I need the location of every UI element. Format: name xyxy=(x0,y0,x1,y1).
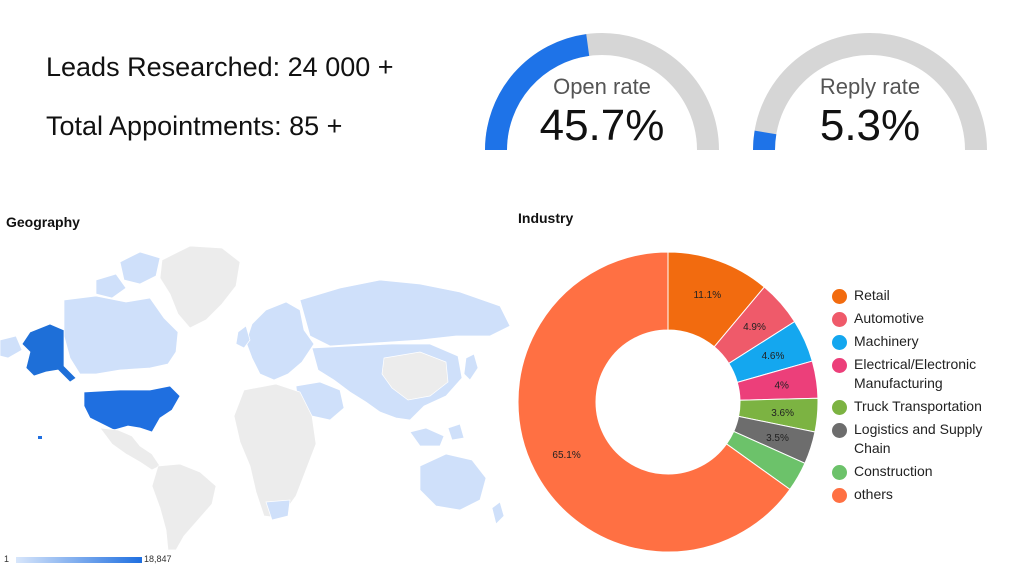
legend-label: Automotive xyxy=(854,310,925,326)
legend-swatch xyxy=(832,289,847,304)
legend-item: Construction xyxy=(832,462,1022,481)
open-rate-gauge: Open rate 45.7% xyxy=(484,28,724,152)
legend-swatch xyxy=(832,312,847,327)
map-color-scale: 1 18,847 xyxy=(4,552,204,570)
reply-rate-gauge-track xyxy=(753,33,987,151)
map-region-south-africa xyxy=(265,499,291,521)
legend-item: Automotive xyxy=(832,309,1022,328)
open-rate-label: Open rate xyxy=(553,74,651,99)
legend-item: others xyxy=(832,485,1022,504)
legend-item: Machinery xyxy=(832,332,1022,351)
donut-label-logistics-and-supply-chain: 3.5% xyxy=(766,433,789,444)
donut-slice-others xyxy=(517,251,791,553)
map-region-china xyxy=(381,351,449,401)
open-rate-value: 45.7% xyxy=(540,101,665,150)
leads-researched-stat: Leads Researched: 24 000 + xyxy=(46,52,394,82)
legend-item: Retail xyxy=(832,286,1022,305)
legend-label: Truck Transportation xyxy=(854,398,982,414)
scale-gradient-bar xyxy=(16,557,142,563)
reply-rate-value: 5.3% xyxy=(820,101,920,150)
map-region-africa xyxy=(233,383,317,519)
industry-legend: Retail Automotive Machinery Electrical/Elec… xyxy=(832,286,1022,508)
world-map xyxy=(0,245,511,550)
legend-label: Construction xyxy=(854,463,933,479)
map-region-europe xyxy=(245,301,315,381)
map-region-mexico xyxy=(99,427,161,471)
map-region-se-asia xyxy=(409,423,465,447)
legend-swatch xyxy=(832,335,847,350)
open-rate-gauge-fill xyxy=(485,34,590,151)
reply-rate-label: Reply rate xyxy=(820,74,920,99)
scale-min-label: 1 xyxy=(4,554,10,564)
map-region-canada xyxy=(63,295,179,375)
donut-label-retail: 11.1% xyxy=(693,290,721,301)
map-region-hawaii xyxy=(38,436,42,439)
map-region-usa xyxy=(83,385,181,433)
legend-swatch xyxy=(832,400,847,415)
map-region-south-america xyxy=(151,463,217,550)
industry-donut-chart: 11.1% 4.9% 4.6% 4% 3.6% 3.5% 65.1% xyxy=(517,251,819,553)
map-region-arctic-islands xyxy=(95,251,161,299)
legend-item: Truck Transportation xyxy=(832,397,1022,416)
map-region-west-islands xyxy=(0,335,23,359)
industry-title: Industry xyxy=(518,210,574,226)
legend-label: Retail xyxy=(854,287,890,303)
map-region-new-zealand xyxy=(491,501,505,525)
map-region-uk xyxy=(235,325,251,349)
legend-item: Electrical/Electronic Manufacturing xyxy=(832,355,1022,393)
map-region-greenland xyxy=(159,245,241,329)
donut-label-truck-transportation: 3.6% xyxy=(771,408,794,419)
map-region-australia xyxy=(419,453,487,511)
legend-swatch xyxy=(832,465,847,480)
legend-label: Machinery xyxy=(854,333,919,349)
donut-label-electrical-electronic-manufacturing: 4% xyxy=(774,381,789,392)
geography-title: Geography xyxy=(6,214,80,230)
donut-label-others: 65.1% xyxy=(552,450,580,461)
legend-label: Electrical/Electronic Manufacturing xyxy=(854,356,977,391)
reply-rate-gauge: Reply rate 5.3% xyxy=(752,28,992,152)
scale-max-label: 18,847 xyxy=(144,554,172,564)
map-region-japan xyxy=(463,353,479,381)
map-region-russia xyxy=(299,279,511,347)
legend-label: Logistics and Supply Chain xyxy=(854,421,983,456)
reply-rate-gauge-fill xyxy=(753,130,777,151)
map-region-alaska xyxy=(21,323,77,383)
legend-swatch xyxy=(832,423,847,438)
legend-swatch xyxy=(832,358,847,373)
donut-label-automotive: 4.9% xyxy=(743,322,766,333)
donut-label-machinery: 4.6% xyxy=(762,351,785,362)
total-appointments-stat: Total Appointments: 85 + xyxy=(46,111,343,141)
legend-item: Logistics and Supply Chain xyxy=(832,420,1022,458)
legend-swatch xyxy=(832,488,847,503)
legend-label: others xyxy=(854,486,893,502)
